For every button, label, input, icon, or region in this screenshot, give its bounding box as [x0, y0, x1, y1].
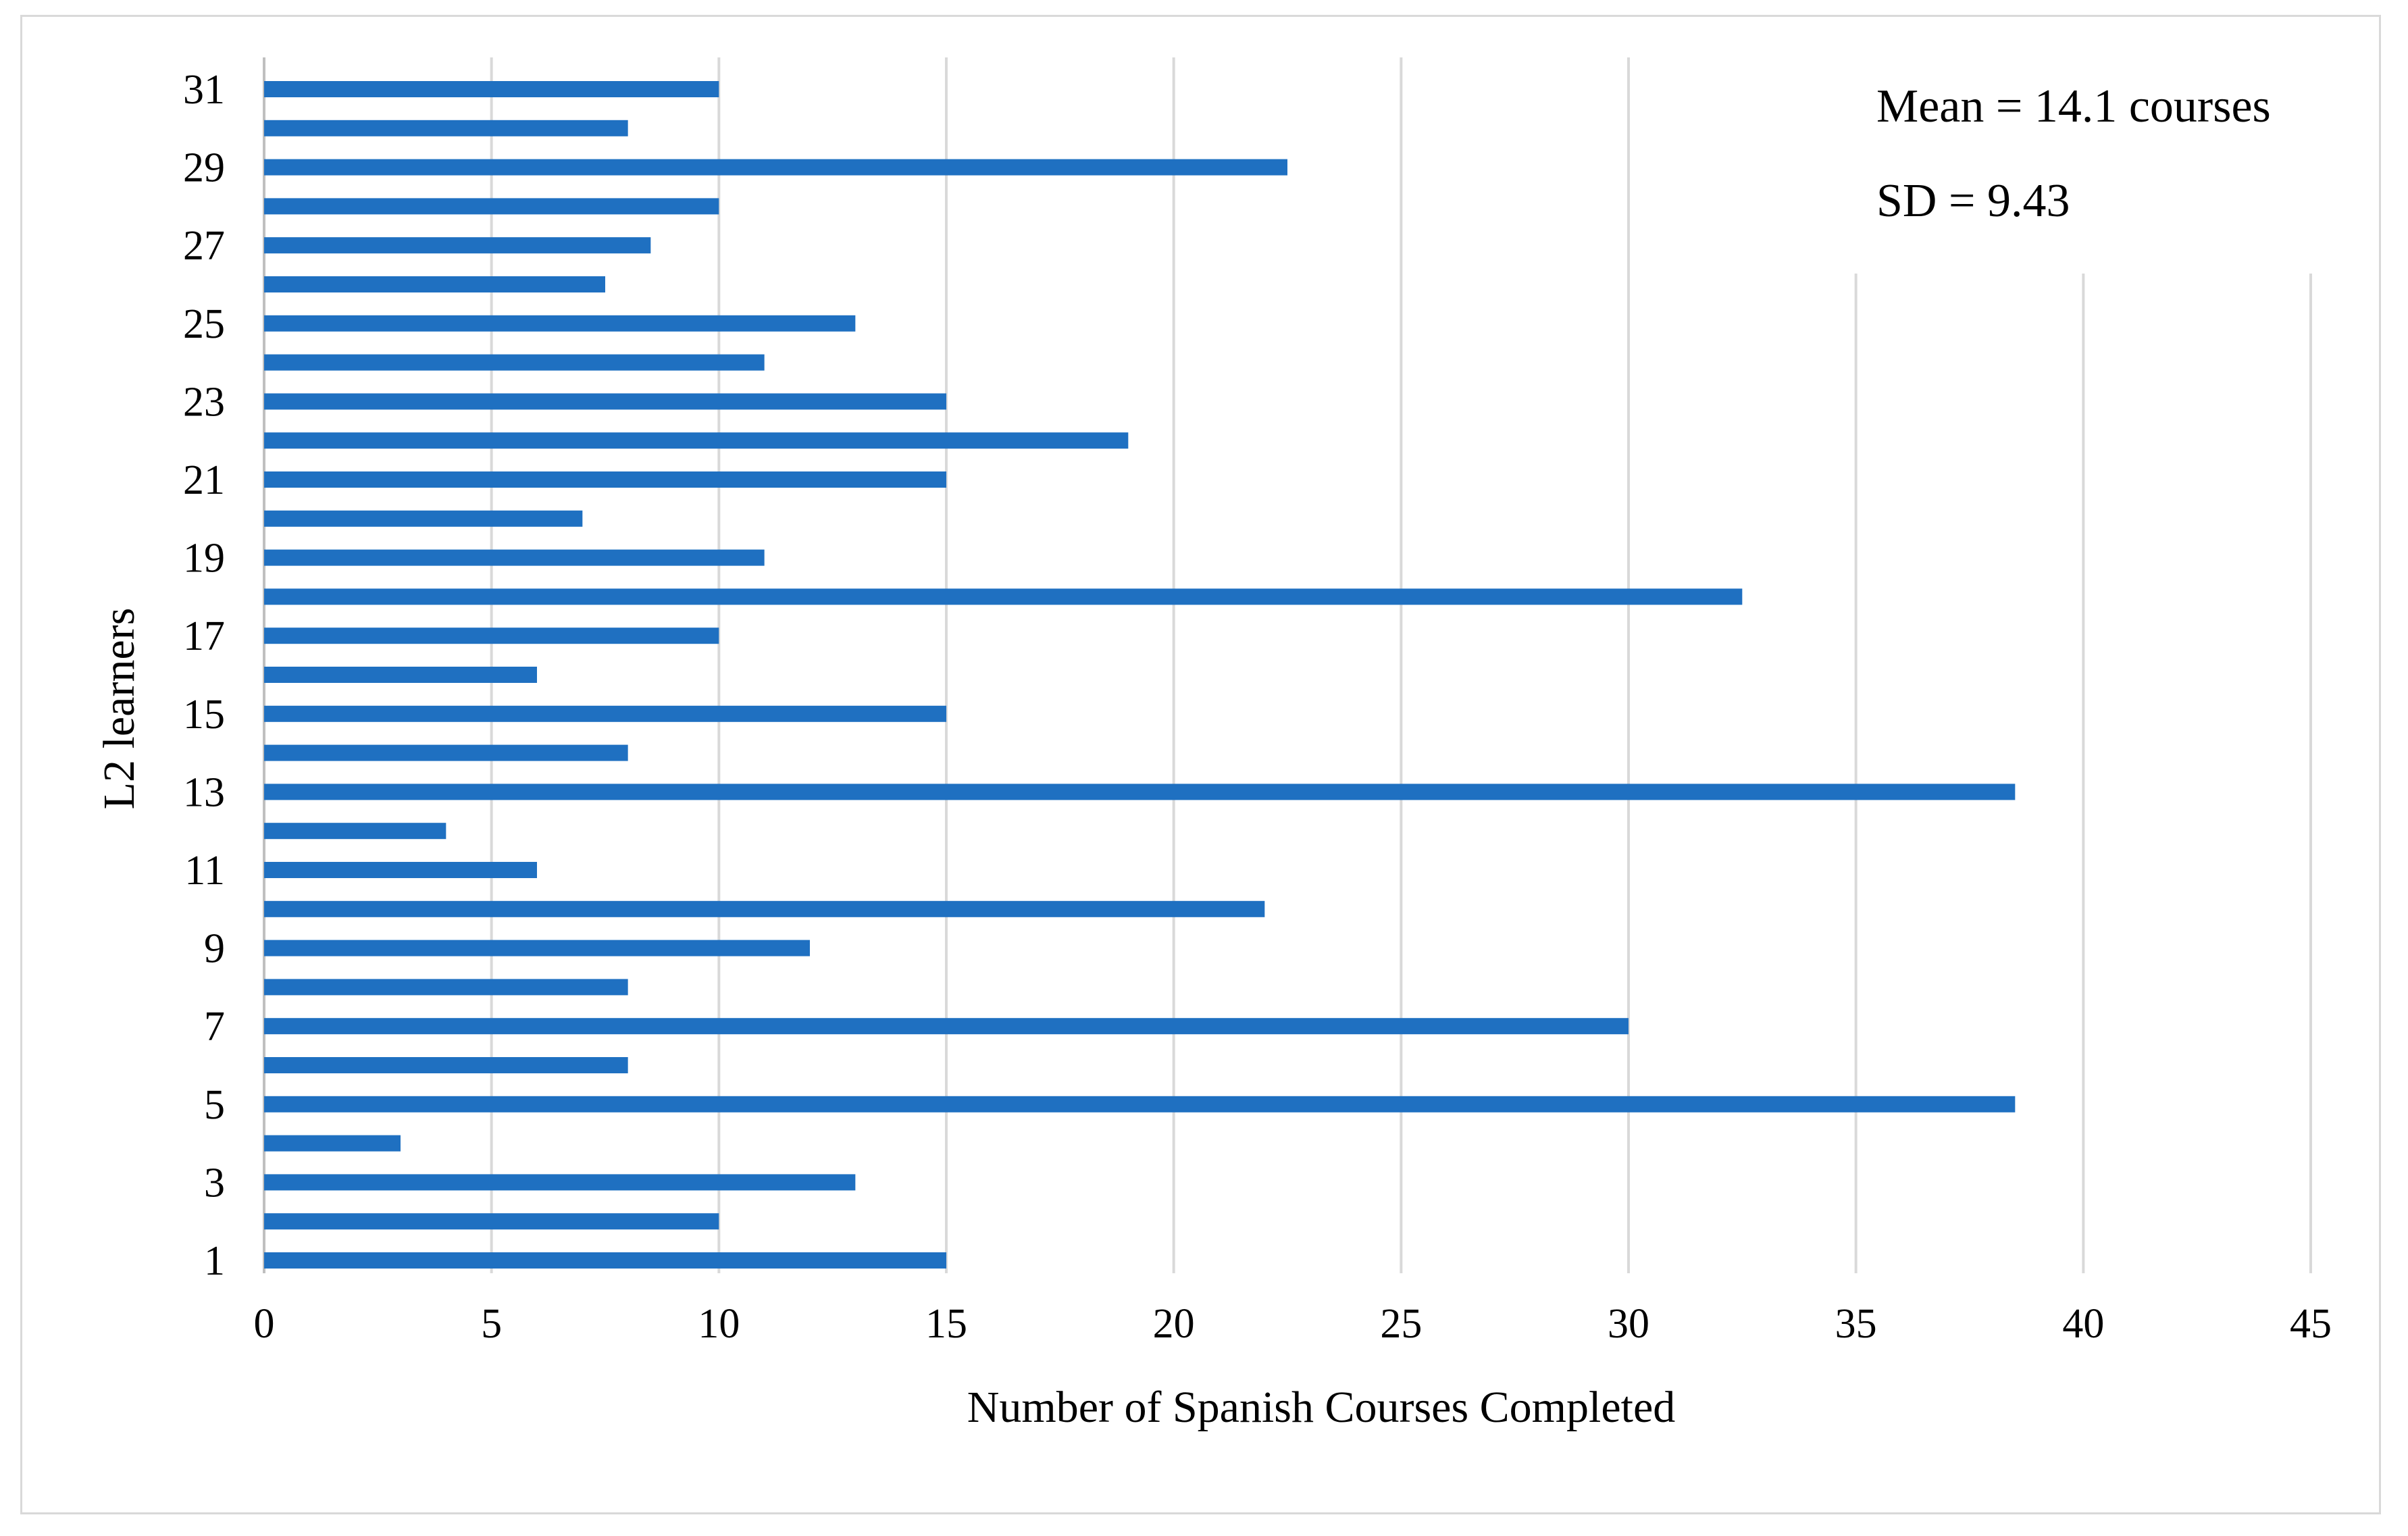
- bars: [264, 81, 2016, 1269]
- bar-learner-16: [264, 667, 537, 683]
- gridlines: [263, 44, 2359, 1273]
- y-tick-label: 3: [204, 1160, 225, 1206]
- annotation-background: [1846, 44, 2359, 274]
- bar-learner-15: [264, 705, 946, 722]
- bar-learner-22: [264, 432, 1129, 449]
- x-tick-label: 15: [925, 1301, 967, 1347]
- mean-annotation: Mean = 14.1 courses: [1876, 80, 2271, 132]
- bar-learner-5: [264, 1096, 2016, 1112]
- x-tick-label: 30: [1608, 1301, 1649, 1347]
- bar-learner-17: [264, 628, 719, 644]
- x-tick-label: 0: [254, 1301, 275, 1347]
- bar-learner-29: [264, 159, 1287, 176]
- bar-learner-6: [264, 1057, 628, 1073]
- y-axis-title: L2 learners: [95, 608, 144, 810]
- bar-learner-27: [264, 237, 651, 254]
- bar-learner-23: [264, 393, 946, 410]
- bar-learner-10: [264, 900, 1265, 917]
- x-tick-label: 45: [2290, 1301, 2332, 1347]
- bar-learner-19: [264, 549, 765, 566]
- bar-learner-26: [264, 276, 605, 292]
- bar-learner-12: [264, 823, 446, 840]
- bar-learner-25: [264, 315, 856, 332]
- chart-frame: 0 5 10 15 20 25 30 35 40 45 1 3 5 7 9 11 13 15 17 19 21 23 25…: [20, 15, 2381, 1514]
- bar-learner-7: [264, 1018, 1629, 1035]
- bar-learner-18: [264, 588, 1743, 605]
- y-tick-label: 27: [183, 223, 225, 269]
- x-tick-label: 40: [2062, 1301, 2104, 1347]
- y-tick-label: 19: [183, 536, 225, 582]
- y-tick-label: 9: [204, 926, 225, 972]
- y-tick-label: 29: [183, 145, 225, 191]
- bar-learner-1: [264, 1252, 946, 1269]
- x-tick-labels: 0 5 10 15 20 25 30 35 40 45: [254, 1301, 2332, 1347]
- y-tick-label: 17: [183, 613, 225, 659]
- y-tick-label: 15: [183, 692, 225, 738]
- y-tick-label: 7: [204, 1004, 225, 1050]
- bar-learner-28: [264, 198, 719, 215]
- y-tick-label: 5: [204, 1082, 225, 1128]
- chart-svg: 0 5 10 15 20 25 30 35 40 45 135791113151719212325…: [95, 44, 2359, 1432]
- y-tick-label: 1: [204, 1238, 225, 1284]
- bar-learner-24: [264, 354, 765, 371]
- bar-learner-13: [264, 784, 2016, 800]
- x-tick-label: 10: [698, 1301, 740, 1347]
- x-tick-label: 25: [1380, 1301, 1422, 1347]
- bar-learner-2: [264, 1213, 719, 1230]
- y-tick-label: 31: [183, 67, 225, 113]
- bar-learner-3: [264, 1174, 856, 1191]
- bar-learner-31: [264, 81, 719, 97]
- bar-learner-14: [264, 744, 628, 761]
- x-tick-label: 5: [481, 1301, 502, 1347]
- y-tick-label: 13: [183, 769, 225, 815]
- x-axis-title: Number of Spanish Courses Completed: [967, 1383, 1676, 1432]
- bar-learner-20: [264, 510, 583, 527]
- x-tick-label: 35: [1835, 1301, 1877, 1347]
- y-tick-label: 25: [183, 301, 225, 347]
- bar-learner-8: [264, 979, 628, 996]
- bar-learner-21: [264, 471, 946, 488]
- bar-learner-30: [264, 120, 628, 136]
- bar-learner-11: [264, 862, 537, 878]
- y-tick-label: 11: [184, 848, 225, 894]
- bar-learner-9: [264, 940, 810, 956]
- y-tick-label: 23: [183, 379, 225, 425]
- x-tick-label: 20: [1153, 1301, 1195, 1347]
- sd-annotation: SD = 9.43: [1876, 175, 2070, 227]
- y-tick-label: 21: [183, 457, 225, 503]
- bar-learner-4: [264, 1135, 401, 1152]
